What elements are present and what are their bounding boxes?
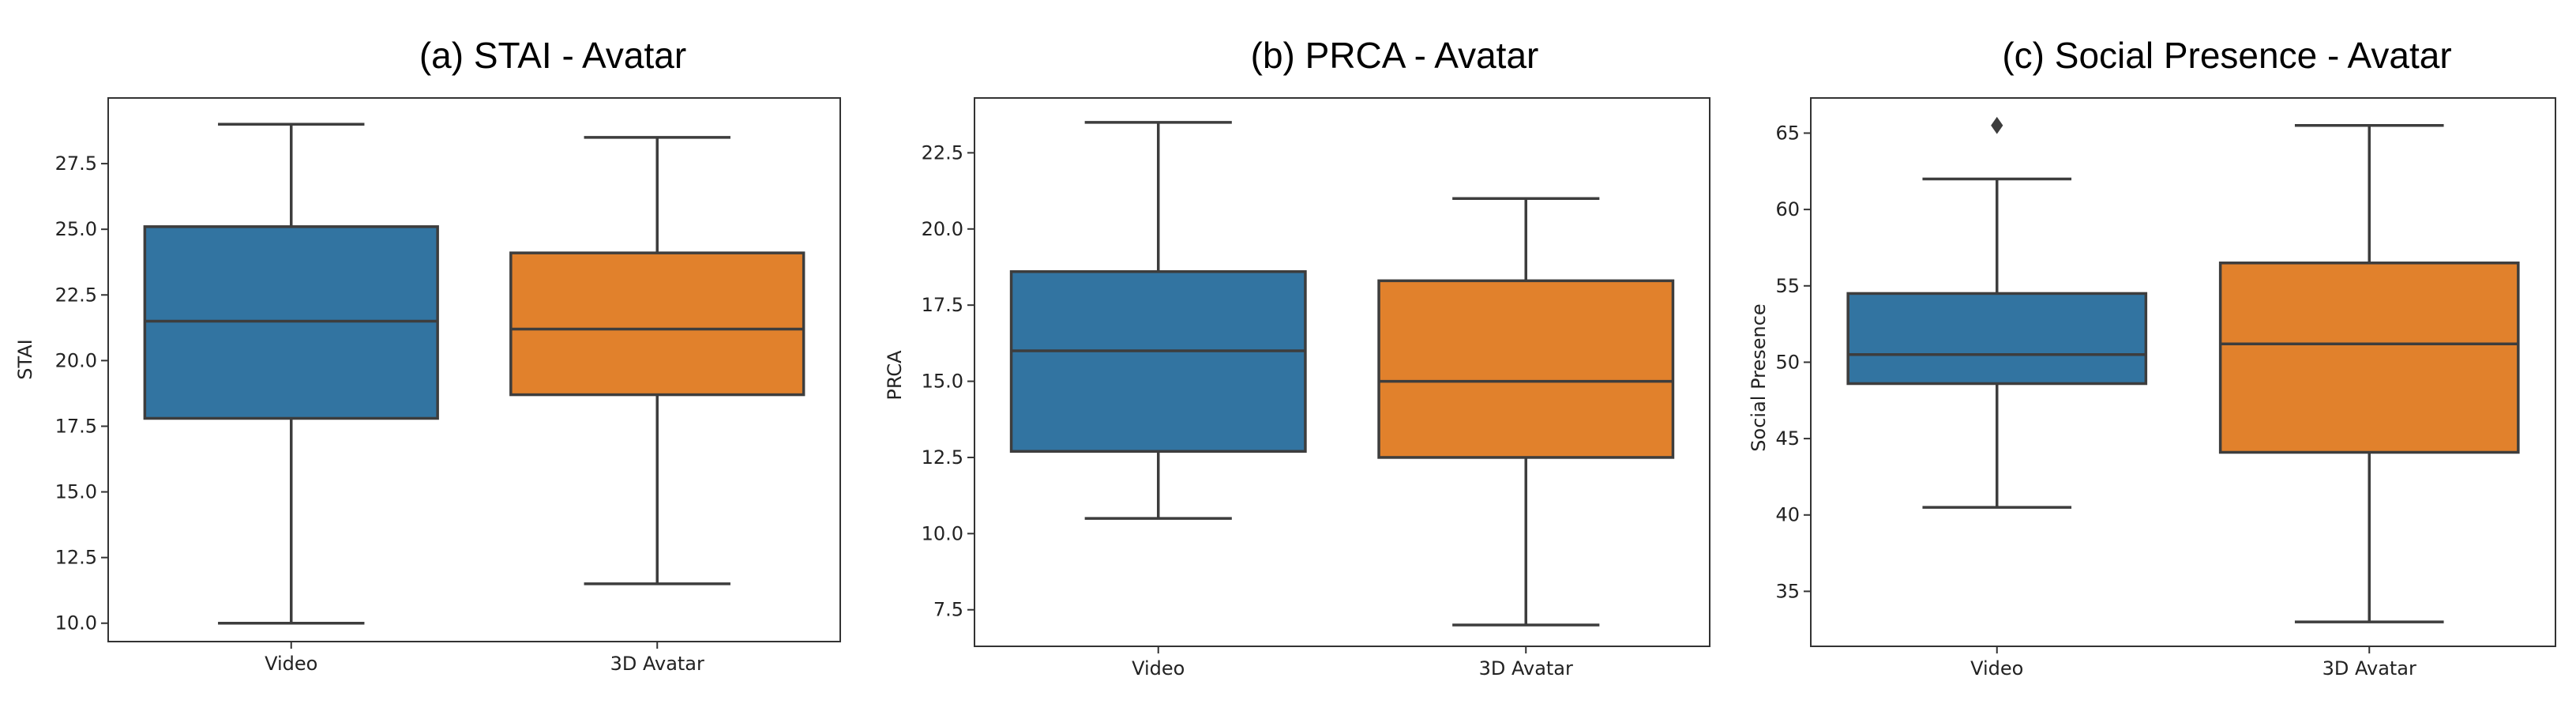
box-video (143, 122, 439, 625)
panel-label: (b) (1251, 35, 1295, 76)
iqr-box (1009, 270, 1307, 453)
y-tick-label: 12.5 (55, 547, 97, 569)
box-video (1846, 116, 2148, 509)
box-3d-avatar (1377, 197, 1675, 627)
y-tick-label: 60 (1775, 198, 1800, 220)
y-tick-label: 10.0 (922, 522, 963, 544)
panel-title-text: PRCA - Avatar (1305, 35, 1539, 76)
box-3d-avatar (2218, 124, 2520, 623)
panel-title-text: Social Presence - Avatar (2055, 35, 2452, 76)
panel-title: (b) PRCA - Avatar (1251, 35, 1539, 76)
panel-title: (c) Social Presence - Avatar (2002, 35, 2451, 76)
y-tick-label: 17.5 (55, 415, 97, 437)
y-tick-label: 12.5 (922, 446, 963, 469)
y-tick-label: 40 (1775, 504, 1800, 526)
y-ticks: 7.5 10.0 12.5 15.0 17.5 20.0 22.5 (922, 141, 974, 621)
y-tick-label: 20.0 (55, 349, 97, 371)
y-tick-label: 35 (1775, 580, 1800, 602)
x-tick-label: 3D Avatar (1479, 657, 1573, 680)
y-axis-label: Social Presence (1748, 303, 1770, 451)
x-ticks: Video 3D Avatar (1132, 646, 1573, 680)
panel-social-presence: (c) Social Presence - Avatar Social Pres… (1748, 35, 2556, 680)
y-ticks: 10.0 12.5 15.0 17.5 20.0 22.5 25.0 27.5 (55, 152, 108, 634)
panel-prca: (b) PRCA - Avatar PRCA 7.5 10.0 12.5 15.… (884, 35, 1710, 680)
x-ticks: Video 3D Avatar (265, 642, 704, 675)
iqr-box (509, 251, 805, 397)
x-ticks: Video 3D Avatar (1970, 646, 2416, 680)
y-axis-label: STAI (14, 339, 36, 380)
y-tick-label: 55 (1775, 275, 1800, 297)
y-tick-label: 22.5 (922, 141, 963, 164)
outlier-point (1991, 116, 2003, 134)
y-tick-label: 50 (1775, 351, 1800, 373)
box-video (1009, 121, 1307, 520)
panel-title-text: STAI - Avatar (474, 35, 686, 76)
iqr-box (1377, 279, 1675, 459)
x-tick-label: Video (1132, 657, 1185, 680)
panel-stai: (a) STAI - Avatar STAI 10.0 12.5 15.0 17… (14, 35, 841, 675)
y-tick-label: 27.5 (55, 152, 97, 175)
iqr-box (2218, 262, 2520, 454)
plot-frame (974, 97, 1710, 647)
y-tick-label: 25.0 (55, 218, 97, 240)
iqr-box (1846, 292, 2148, 386)
y-tick-label: 15.0 (922, 371, 963, 393)
panel-label: (a) (419, 35, 464, 76)
x-tick-label: 3D Avatar (610, 653, 704, 675)
box-3d-avatar (509, 136, 805, 585)
y-tick-label: 17.5 (922, 294, 963, 316)
x-tick-label: Video (1970, 657, 2023, 680)
y-axis-label: PRCA (884, 350, 906, 401)
y-tick-label: 10.0 (55, 612, 97, 634)
x-tick-label: 3D Avatar (2323, 657, 2416, 680)
y-tick-label: 7.5 (933, 599, 963, 621)
y-tick-label: 45 (1775, 427, 1800, 450)
y-tick-label: 22.5 (55, 284, 97, 306)
y-ticks: 35 40 45 50 55 60 65 (1775, 122, 1811, 602)
plot-frame (1810, 97, 2556, 647)
y-tick-label: 20.0 (922, 218, 963, 240)
panel-label: (c) (2002, 35, 2045, 76)
plot-frame (107, 97, 841, 642)
y-tick-label: 65 (1775, 122, 1800, 144)
panel-title: (a) STAI - Avatar (419, 35, 686, 76)
y-tick-label: 15.0 (55, 481, 97, 503)
x-tick-label: Video (265, 653, 317, 675)
